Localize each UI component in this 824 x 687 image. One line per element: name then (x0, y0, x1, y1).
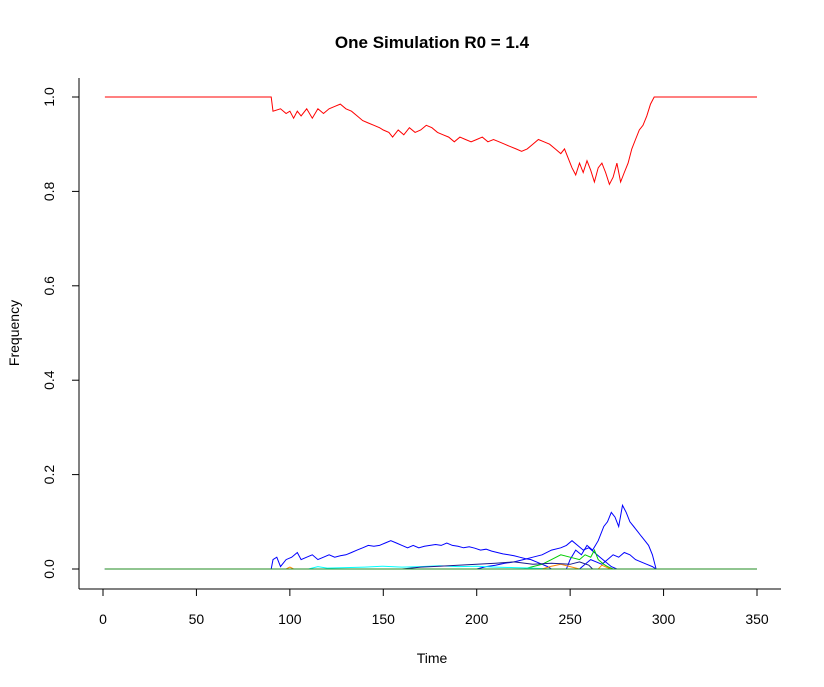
series-line-3 (104, 503, 757, 570)
series-layer (104, 96, 757, 570)
x-tick-label: 200 (465, 611, 489, 627)
axes: 0 50 100 150 200 250 300 350 0.0 0.2 0.4 0.6 0.8 1.0 (41, 78, 781, 627)
series-line-4 (104, 540, 757, 570)
y-tick-label: 0.0 (41, 559, 57, 579)
series-line-1 (104, 96, 757, 186)
x-tick-label: 100 (278, 611, 302, 627)
series-line-5 (104, 551, 757, 570)
chart-title: One Simulation R0 = 1.4 (335, 33, 530, 52)
series-line-8 (104, 563, 757, 570)
x-tick-label: 300 (652, 611, 676, 627)
x-tick-label: 50 (189, 611, 205, 627)
y-axis-label: Frequency (6, 300, 22, 366)
x-tick-label: 250 (558, 611, 582, 627)
y-tick-label: 1.0 (41, 87, 57, 107)
y-tick-label: 0.2 (41, 465, 57, 485)
x-tick-label: 0 (99, 611, 107, 627)
series-line-9 (104, 561, 757, 570)
x-axis-label: Time (417, 650, 448, 666)
y-tick-label: 0.6 (41, 276, 57, 296)
x-tick-label: 350 (745, 611, 769, 627)
series-line-2 (104, 540, 757, 570)
y-tick-label: 0.4 (41, 370, 57, 390)
series-line-6 (104, 548, 757, 570)
y-tick-label: 0.8 (41, 181, 57, 201)
x-tick-label: 150 (372, 611, 396, 627)
